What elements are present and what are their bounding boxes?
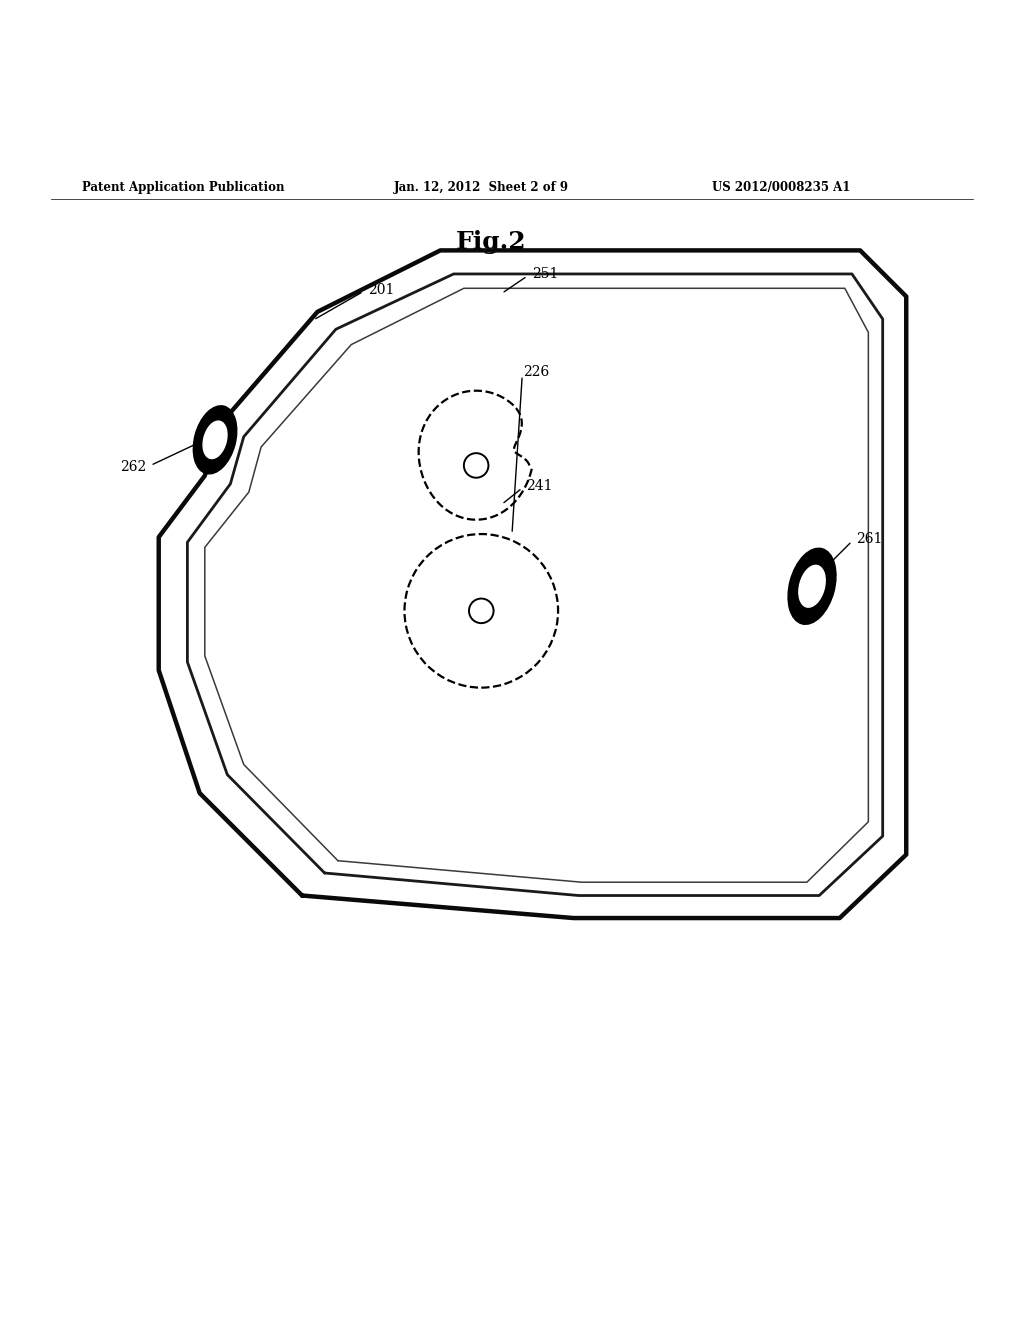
- Text: 262: 262: [120, 459, 145, 474]
- Text: 251: 251: [531, 267, 558, 281]
- Ellipse shape: [194, 405, 237, 474]
- Text: Jan. 12, 2012  Sheet 2 of 9: Jan. 12, 2012 Sheet 2 of 9: [394, 181, 569, 194]
- Ellipse shape: [203, 421, 227, 458]
- Text: 241: 241: [526, 479, 553, 494]
- Text: US 2012/0008235 A1: US 2012/0008235 A1: [712, 181, 850, 194]
- Ellipse shape: [788, 548, 836, 624]
- Text: 201: 201: [368, 282, 394, 297]
- Ellipse shape: [799, 565, 825, 607]
- Text: Fig.2: Fig.2: [457, 230, 526, 253]
- Text: 261: 261: [856, 532, 882, 546]
- Text: 226: 226: [522, 366, 549, 379]
- Text: Patent Application Publication: Patent Application Publication: [82, 181, 285, 194]
